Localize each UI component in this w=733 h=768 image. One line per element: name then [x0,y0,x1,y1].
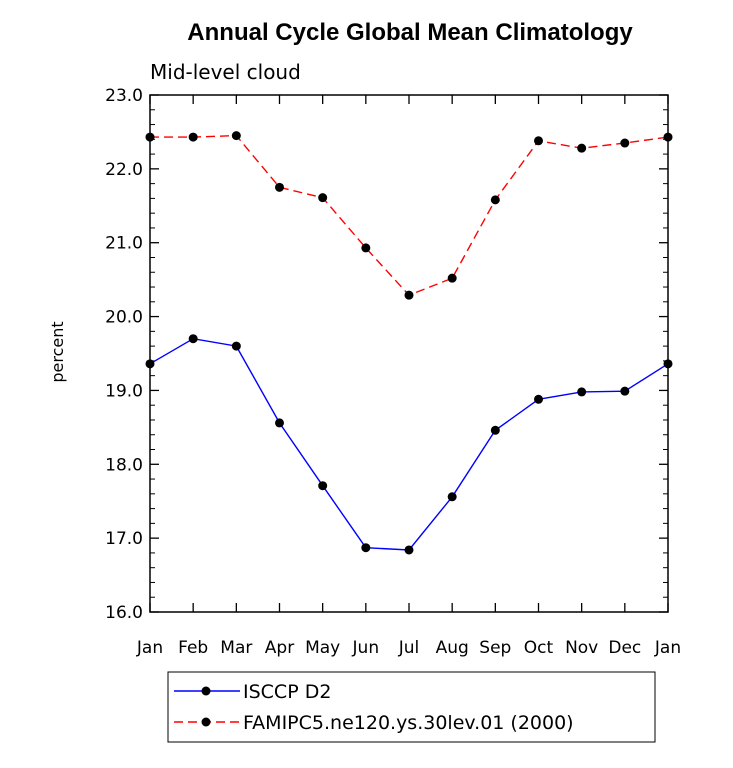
plot-frame [149,94,669,613]
data-point-series-1 [577,387,587,397]
x-tick-label: Sep [479,638,511,658]
legend-box [167,671,656,743]
x-tick-label: Apr [265,638,294,658]
series-line-2 [150,134,669,297]
data-point-series-2 [404,290,414,300]
data-point-series-2 [534,136,543,146]
y-tick-label: 16.0 [105,603,143,623]
data-point-series-1 [404,545,414,555]
y-tick-label: 17.0 [105,529,143,549]
x-tick-label: Mar [220,638,252,658]
data-point-series-2 [145,132,155,142]
plot-area: 16.0 17.0 18.0 19.0 20.0 21.0 22.0 23.0 Jan Feb Ma… [105,86,681,743]
x-tick-label: Jan [136,638,163,658]
data-point-series-2 [490,195,500,205]
series-line-1 [149,337,669,551]
legend-marker-2 [201,717,211,727]
y-tick-label: 19.0 [105,381,143,401]
x-tick-label: Jun [352,638,380,658]
y-tick-label: 23.0 [105,86,143,106]
data-point-series-1 [663,359,673,369]
legend-marker-1 [201,686,211,696]
y-tick-label: 20.0 [105,308,143,328]
data-point-series-2 [318,193,328,203]
y-tick-label: 21.0 [105,234,143,254]
y-tick-label: 18.0 [105,455,143,475]
y-tick-label: 22.0 [105,160,143,180]
legend-label-2: FAMIPC5.ne120.ys.30lev.01 (2000) [243,712,574,734]
data-point-series-2 [447,273,457,283]
data-point-series-1 [447,492,457,502]
data-point-series-1 [318,481,328,491]
x-tick-label: Jul [398,638,420,658]
chart-subtitle: Mid-level cloud [150,60,301,84]
data-point-series-1 [188,334,198,344]
chart-title: Annual Cycle Global Mean Climatology [187,19,633,46]
x-tick-label: May [305,638,340,658]
data-point-series-1 [490,425,500,435]
data-point-series-2 [361,243,371,253]
data-point-series-1 [231,341,241,351]
legend-label-1: ISCCP D2 [243,681,331,703]
x-tick-label: Jan [654,638,681,658]
data-point-series-2 [275,182,284,192]
x-tick-label: Nov [565,638,598,658]
data-point-series-1 [275,418,284,428]
data-point-series-2 [231,131,241,141]
data-point-series-2 [577,143,587,153]
data-point-series-1 [620,386,630,396]
data-point-series-1 [361,543,371,553]
y-axis-label: percent [48,321,67,382]
x-tick-label: Feb [178,638,208,658]
data-point-series-1 [534,394,543,404]
x-tick-label: Dec [608,638,641,658]
x-tick-label: Aug [436,638,469,658]
data-point-series-2 [188,132,198,142]
data-point-series-2 [620,138,630,148]
data-point-series-1 [145,359,155,369]
data-point-series-2 [663,132,673,142]
x-tick-label: Oct [524,638,554,658]
